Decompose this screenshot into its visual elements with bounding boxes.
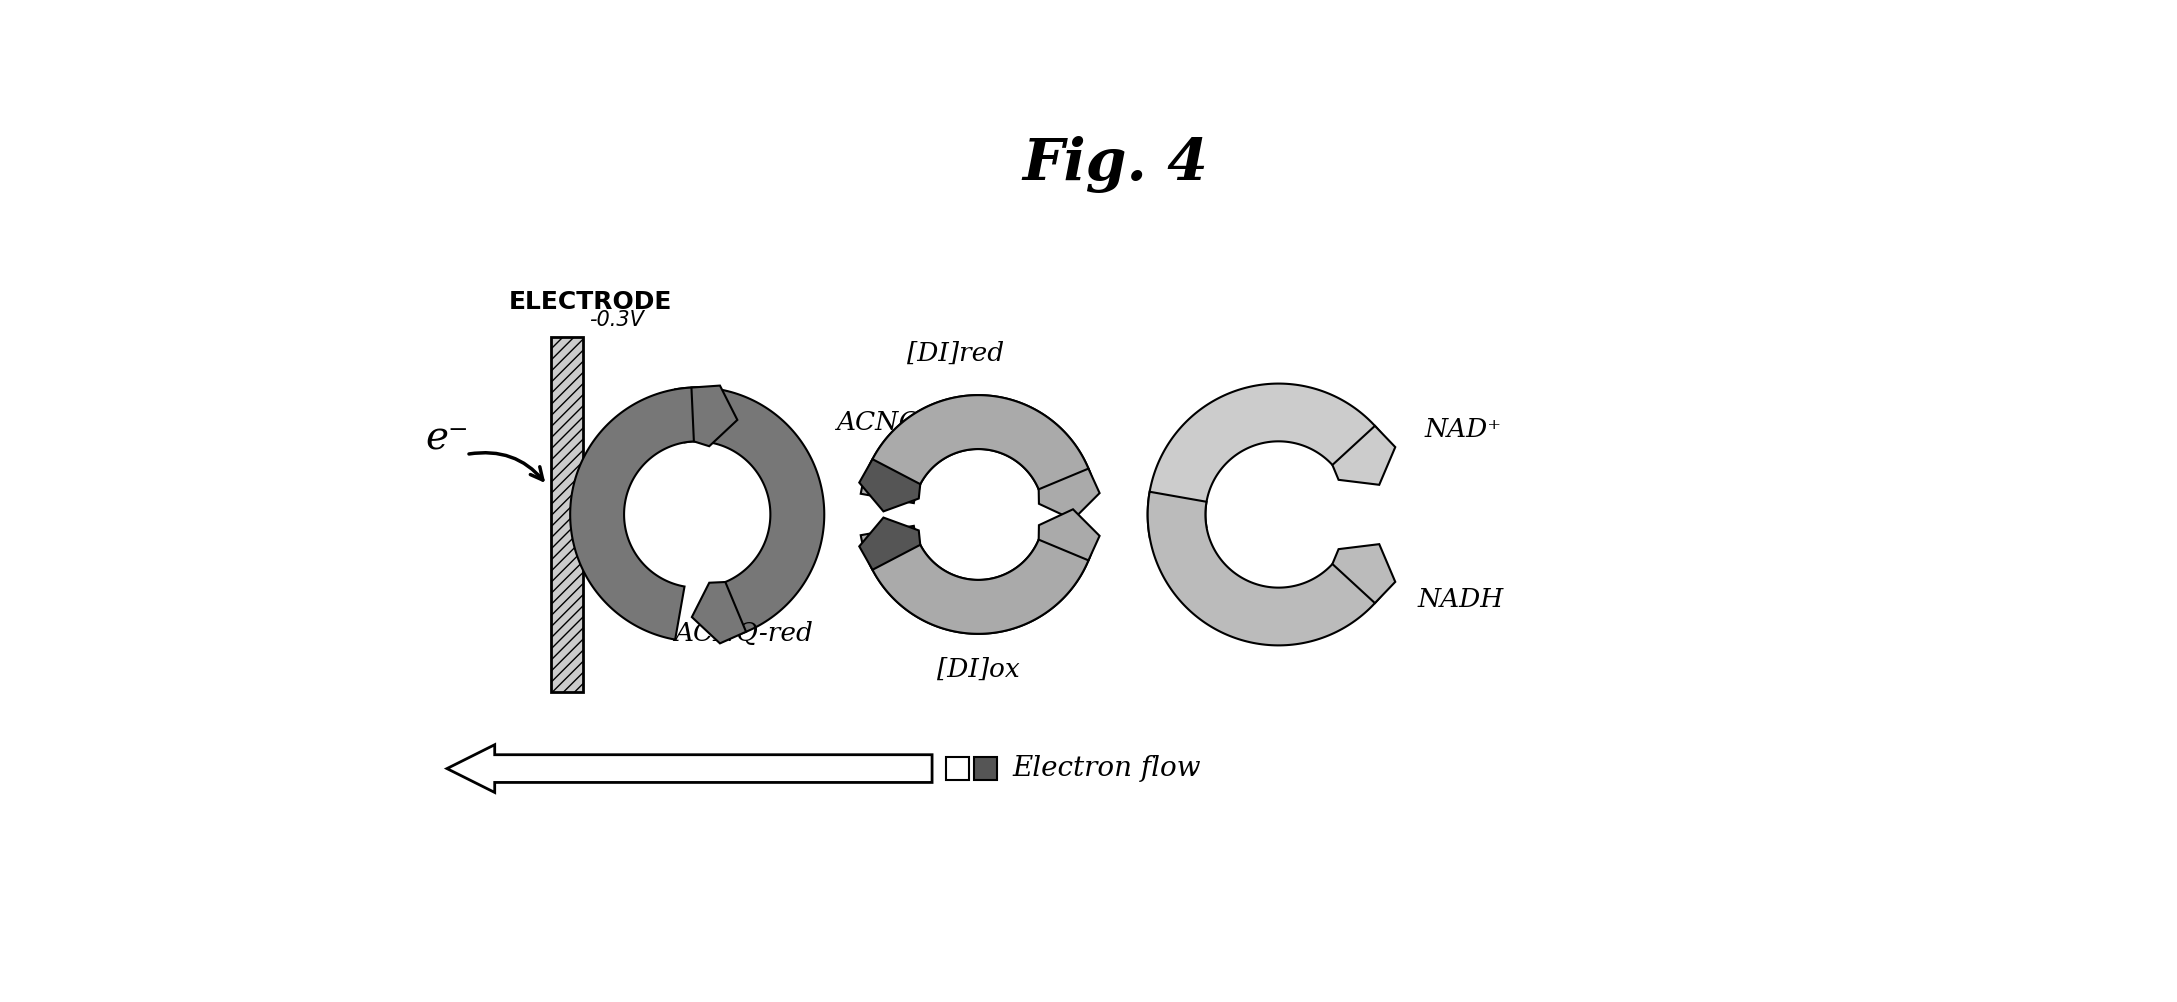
Text: ACNQ-ox: ACNQ-ox bbox=[836, 410, 960, 435]
Polygon shape bbox=[692, 386, 738, 446]
Polygon shape bbox=[675, 388, 825, 639]
Polygon shape bbox=[570, 388, 718, 639]
Bar bbox=[947, 758, 969, 781]
Text: -0.3V: -0.3V bbox=[588, 310, 644, 330]
Polygon shape bbox=[1147, 384, 1391, 537]
Polygon shape bbox=[1332, 544, 1395, 603]
Text: NAD⁺: NAD⁺ bbox=[1426, 417, 1502, 442]
Text: [DI]ox: [DI]ox bbox=[936, 657, 1019, 682]
Polygon shape bbox=[862, 531, 1093, 634]
Text: [DI]red: [DI]red bbox=[906, 341, 1004, 366]
Polygon shape bbox=[860, 518, 921, 570]
Polygon shape bbox=[862, 395, 1093, 498]
Text: ELECTRODE: ELECTRODE bbox=[509, 291, 673, 315]
Polygon shape bbox=[860, 459, 921, 511]
Bar bbox=[973, 758, 997, 781]
Polygon shape bbox=[1038, 509, 1099, 560]
FancyArrow shape bbox=[446, 744, 932, 793]
Text: Electron flow: Electron flow bbox=[1012, 756, 1202, 783]
Text: NADH: NADH bbox=[1417, 587, 1504, 611]
Text: e⁻: e⁻ bbox=[425, 421, 468, 458]
Polygon shape bbox=[860, 526, 1095, 634]
Text: Fig. 4: Fig. 4 bbox=[1023, 135, 1208, 192]
Polygon shape bbox=[860, 395, 1095, 503]
Polygon shape bbox=[1332, 426, 1395, 485]
Polygon shape bbox=[1038, 469, 1099, 520]
Polygon shape bbox=[1147, 492, 1391, 645]
Bar bbox=[551, 338, 583, 691]
Polygon shape bbox=[692, 582, 747, 643]
Text: ACNQ-red: ACNQ-red bbox=[675, 621, 812, 646]
